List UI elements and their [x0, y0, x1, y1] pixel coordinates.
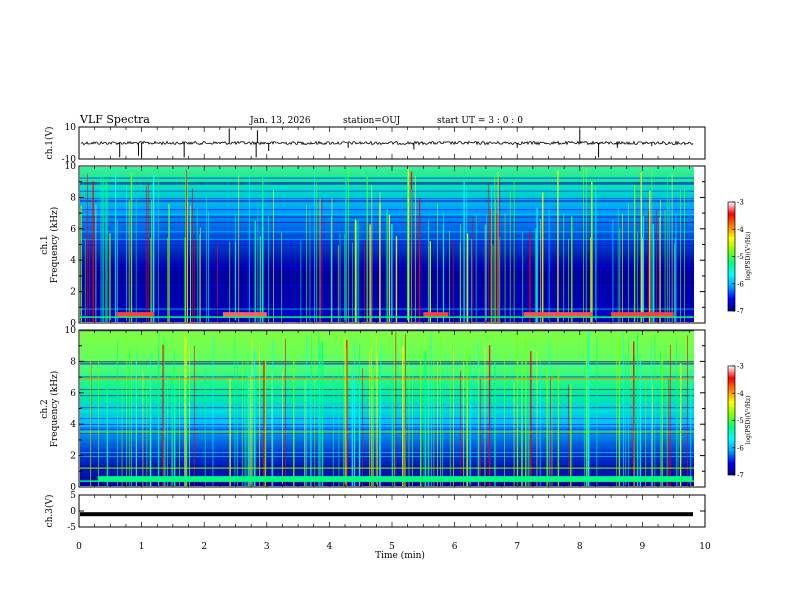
x-tick-label: 5 [389, 542, 395, 552]
ch2-spectrogram-ytick-label: 4 [70, 420, 76, 430]
ch3-waveform-ytick-label: -5 [67, 523, 76, 533]
ch1-spectrogram-panel: 0 2 4 6 8 10 [65, 162, 706, 329]
ch1-waveform-trace [80, 140, 694, 146]
x-tick-label: 6 [452, 542, 458, 552]
ch2-spectrogram-panel: 0 2 4 6 8 10 [65, 326, 706, 493]
ch1-spectrogram-ytick-label: 0 [70, 319, 76, 329]
ch2-spectrogram-band [97, 476, 693, 482]
ch1-colorbar-label: log(PSD)(V²/Hz) [745, 232, 752, 281]
ch2-spectrogram-background [80, 331, 694, 486]
ch3-waveform-trace [80, 512, 693, 517]
ch3-wave-ylabel: ch.3(V) [44, 495, 55, 528]
colorbar-tick-label: -7 [737, 472, 744, 480]
ch1-waveform-panel: 10 -10 [62, 123, 706, 165]
ch1-spectrogram-band [222, 312, 267, 318]
x-tick-label: 4 [327, 542, 333, 552]
colorbar-tick-label: -7 [737, 308, 744, 316]
ch1-spectrogram-band [116, 312, 155, 318]
time-axis: 0 1 2 3 4 5 6 7 8 9 10 [76, 542, 711, 552]
ch1-waveform-ytick-label: 10 [65, 123, 77, 133]
ch1-spectrogram-band [523, 312, 593, 318]
ch2-spec-ylabel-1: ch.2 [40, 399, 50, 418]
ch2-spectrogram-ytick-label: 6 [70, 389, 76, 399]
ch1-spectrogram-ytick-label: 6 [70, 225, 76, 235]
ch1-colorbar: -3 -4 -5 -6 -7 [727, 199, 744, 316]
station-label: station=OUJ [343, 116, 401, 126]
ch2-spectrogram-ytick-label: 10 [65, 326, 77, 336]
ch1-spectrogram-ytick-label: 2 [70, 288, 76, 298]
ch2-spectrogram-ytick-label: 2 [70, 452, 76, 462]
ch3-waveform-panel: 5 0 -5 [67, 491, 706, 533]
ch2-colorbar: -3 -4 -5 -6 -7 [727, 363, 744, 480]
start-ut-label: start UT = 3 : 0 : 0 [437, 116, 523, 126]
x-tick-label: 7 [514, 542, 520, 552]
ch1-spectrogram-ytick-label: 8 [70, 193, 76, 203]
figure-title: VLF Spectra [79, 113, 150, 126]
colorbar-tick-label: -4 [737, 390, 744, 398]
ch1-spectrogram-ytick-label: 10 [65, 162, 77, 172]
x-tick-label: 2 [201, 542, 207, 552]
ch3-waveform-ytick-label: 0 [70, 507, 76, 517]
colorbar-tick-label: -6 [737, 280, 744, 288]
ch1-spectrogram-ytick-label: 4 [70, 256, 76, 266]
colorbar-tick-label: -3 [737, 363, 744, 371]
colorbar-tick-label: -5 [737, 253, 744, 261]
colorbar-tick-label: -5 [737, 417, 744, 425]
ch2-spectrogram-ytick-label: 0 [70, 483, 76, 493]
ch1-spec-ylabel-1: ch.1 [40, 235, 50, 254]
x-tick-label: 9 [640, 542, 646, 552]
ch1-spectrogram-band [423, 312, 449, 318]
ch3-waveform-ytick-label: 5 [70, 491, 76, 501]
x-tick-label: 0 [76, 542, 82, 552]
ch1-spec-ylabel-2: Frequency (kHz) [49, 207, 60, 284]
colorbar-tick-label: -3 [737, 199, 744, 207]
ch1-wave-ylabel: ch.1(V) [44, 127, 55, 160]
x-axis-label: Time (min) [375, 550, 425, 561]
ch2-spectrogram-ytick-label: 8 [70, 357, 76, 367]
x-tick-label: 10 [699, 542, 711, 552]
x-tick-label: 1 [139, 542, 145, 552]
colorbar-tick-label: -4 [737, 226, 744, 234]
ch2-spec-ylabel-2: Frequency (kHz) [49, 371, 60, 448]
x-tick-label: 8 [577, 542, 583, 552]
date-label: Jan. 13, 2026 [249, 116, 311, 126]
ch1-waveform-ytick-label: -10 [62, 155, 77, 165]
ch2-colorbar-label: log(PSD)(V²/Hz) [745, 396, 752, 445]
x-tick-label: 3 [264, 542, 270, 552]
colorbar-tick-label: -6 [737, 444, 744, 452]
ch1-spectrogram-band [611, 312, 674, 318]
